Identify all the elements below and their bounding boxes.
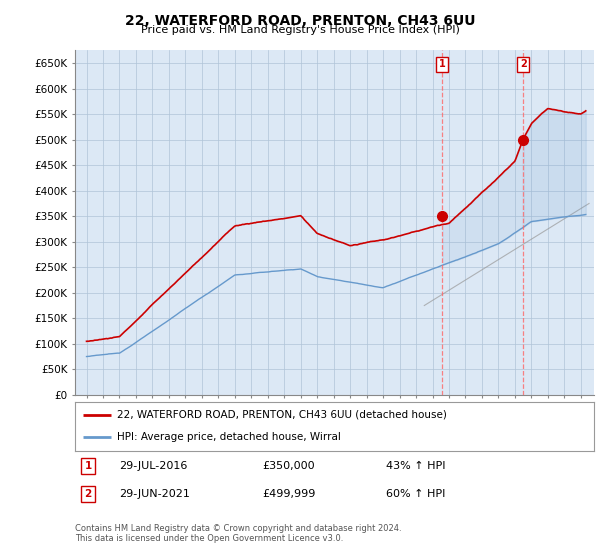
Text: 2: 2: [85, 489, 92, 499]
Text: £499,999: £499,999: [262, 489, 315, 499]
Text: 43% ↑ HPI: 43% ↑ HPI: [386, 461, 446, 471]
Text: 2: 2: [520, 59, 527, 69]
Text: Price paid vs. HM Land Registry's House Price Index (HPI): Price paid vs. HM Land Registry's House …: [140, 25, 460, 35]
Text: 1: 1: [85, 461, 92, 471]
Text: HPI: Average price, detached house, Wirral: HPI: Average price, detached house, Wirr…: [116, 432, 340, 442]
Text: 29-JUL-2016: 29-JUL-2016: [119, 461, 187, 471]
Text: £350,000: £350,000: [262, 461, 314, 471]
Text: 22, WATERFORD ROAD, PRENTON, CH43 6UU: 22, WATERFORD ROAD, PRENTON, CH43 6UU: [125, 14, 475, 28]
Text: Contains HM Land Registry data © Crown copyright and database right 2024.
This d: Contains HM Land Registry data © Crown c…: [75, 524, 401, 543]
Text: 60% ↑ HPI: 60% ↑ HPI: [386, 489, 446, 499]
Text: 22, WATERFORD ROAD, PRENTON, CH43 6UU (detached house): 22, WATERFORD ROAD, PRENTON, CH43 6UU (d…: [116, 410, 446, 420]
Text: 1: 1: [439, 59, 445, 69]
Text: 29-JUN-2021: 29-JUN-2021: [119, 489, 190, 499]
